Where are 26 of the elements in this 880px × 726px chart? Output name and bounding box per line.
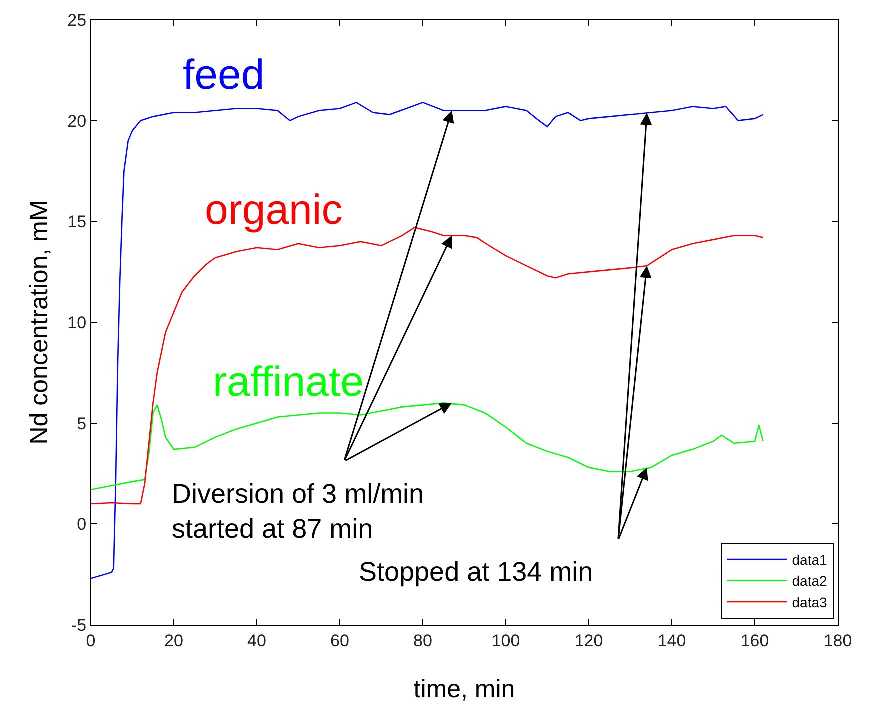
- y-tick-label: 15: [68, 212, 87, 232]
- x-axis-title: time, min: [414, 675, 516, 704]
- annotation: raffinate: [213, 358, 364, 405]
- y-axis-title: Nd concentration, mM: [25, 200, 54, 445]
- x-tick-label: 180: [824, 631, 852, 650]
- annotation: feed: [183, 51, 265, 98]
- y-tick-label: -5: [71, 616, 87, 635]
- annotation: Stopped at 134 min: [359, 557, 594, 587]
- legend-label: data1: [792, 552, 828, 568]
- x-tick-label: 140: [658, 631, 686, 650]
- y-tick-label: 0: [77, 515, 87, 534]
- legend-label: data2: [792, 573, 828, 590]
- annotation: organic: [205, 186, 343, 233]
- y-tick-label: 20: [68, 112, 87, 131]
- y-tick-label: 5: [77, 414, 87, 434]
- x-tick-label: 60: [330, 631, 350, 650]
- x-tick-label: 80: [414, 631, 432, 650]
- x-tick-label: 100: [492, 631, 520, 650]
- x-tick-label: 120: [574, 631, 604, 650]
- y-tick-label: 10: [68, 313, 87, 332]
- x-tick-label: 40: [248, 631, 266, 650]
- y-tick-label: 25: [68, 10, 87, 30]
- annotation: Diversion of 3 ml/min started at 87 min: [172, 479, 424, 544]
- x-tick-label: 20: [164, 631, 184, 650]
- x-tick-label: 160: [740, 631, 770, 650]
- legend-label: data3: [792, 594, 828, 610]
